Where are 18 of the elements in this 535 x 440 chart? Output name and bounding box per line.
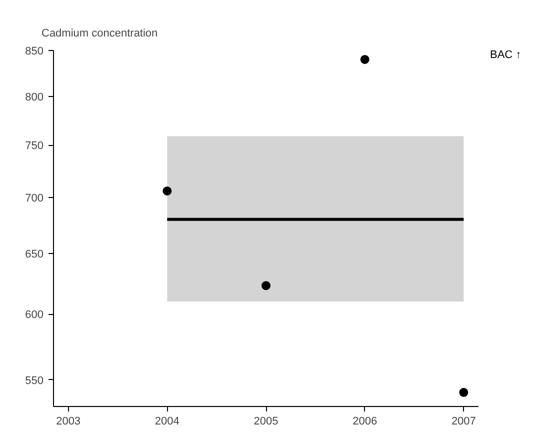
point (459, 388, 468, 397)
y-tick-label: 600 (25, 309, 44, 322)
x-tick-label: 2003 (56, 416, 81, 428)
y-tick-label: 700 (25, 192, 44, 204)
y-tick-label: 550 (25, 374, 44, 387)
y-tick-label: 750 (25, 140, 44, 152)
y-tick-label: 800 (25, 91, 44, 104)
point (162, 186, 172, 196)
text: BAC ↑ (490, 48, 522, 63)
x-tick-label: 2004 (154, 416, 180, 428)
y-tick-label: 650 (25, 248, 44, 260)
x-tick-label: 2007 (451, 416, 476, 428)
point (360, 54, 370, 64)
y-tick-label: 850 (25, 46, 44, 58)
point (262, 281, 270, 290)
x-tick-label: 2005 (254, 416, 278, 428)
x-tick-label: 2006 (352, 416, 378, 428)
chart-title: Cadmium concentration (42, 28, 158, 40)
